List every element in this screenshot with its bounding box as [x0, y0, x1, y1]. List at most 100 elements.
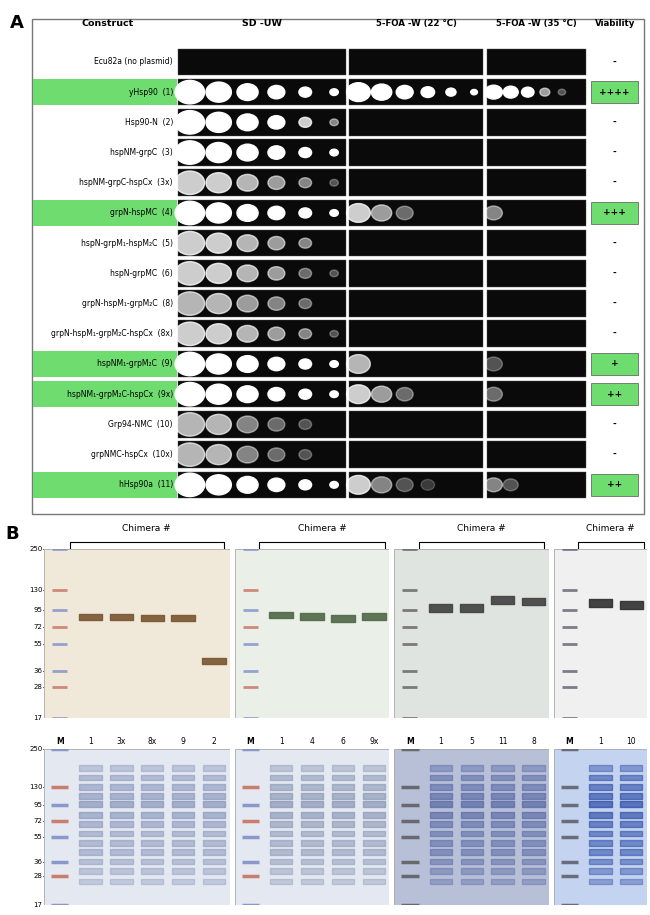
Circle shape — [206, 264, 231, 284]
Text: Viability: Viability — [595, 19, 635, 28]
Bar — [33, 381, 177, 407]
Text: 6: 6 — [341, 737, 345, 746]
Text: 250: 250 — [29, 747, 42, 752]
Circle shape — [330, 270, 338, 276]
Text: hspNM-grpC-hspCx  (3x): hspNM-grpC-hspCx (3x) — [79, 178, 173, 188]
Circle shape — [268, 448, 285, 461]
Circle shape — [268, 418, 285, 431]
Bar — [33, 471, 177, 498]
Text: 28: 28 — [33, 873, 42, 879]
Circle shape — [371, 84, 392, 100]
Text: +++: +++ — [603, 209, 626, 218]
Circle shape — [396, 85, 413, 99]
Bar — [487, 199, 586, 226]
Bar — [349, 230, 484, 256]
Text: -: - — [613, 329, 617, 339]
Text: 8: 8 — [531, 737, 536, 746]
Text: 1: 1 — [279, 737, 283, 746]
Circle shape — [396, 387, 413, 401]
Text: 1: 1 — [88, 558, 93, 567]
Text: 6: 6 — [341, 558, 345, 567]
Text: 2: 2 — [212, 737, 216, 746]
Circle shape — [175, 111, 205, 135]
Text: grpNMC-hspCx  (10x): grpNMC-hspCx (10x) — [91, 450, 173, 459]
Text: 36: 36 — [33, 668, 42, 674]
Text: -: - — [613, 299, 617, 308]
Circle shape — [206, 414, 231, 435]
Circle shape — [206, 445, 231, 465]
Bar — [591, 474, 638, 496]
Circle shape — [175, 262, 205, 285]
Text: 1: 1 — [438, 737, 443, 746]
Bar — [487, 109, 586, 135]
Circle shape — [330, 149, 338, 156]
Text: 1: 1 — [88, 737, 93, 746]
Circle shape — [346, 203, 370, 222]
Circle shape — [206, 233, 231, 253]
Bar — [487, 48, 586, 75]
Circle shape — [299, 328, 311, 339]
Circle shape — [371, 386, 392, 403]
Circle shape — [206, 475, 231, 495]
Circle shape — [330, 89, 338, 95]
Text: -: - — [613, 148, 617, 157]
Text: 72: 72 — [33, 818, 42, 824]
Text: 1: 1 — [598, 558, 603, 567]
Bar — [33, 199, 177, 226]
Circle shape — [485, 478, 502, 491]
Bar — [487, 441, 586, 468]
Text: hHsp90a  (11): hHsp90a (11) — [119, 480, 173, 490]
Circle shape — [175, 382, 205, 406]
Bar — [591, 383, 638, 405]
Circle shape — [175, 292, 205, 316]
Circle shape — [175, 473, 205, 497]
Circle shape — [237, 145, 258, 161]
Text: 36: 36 — [33, 858, 42, 865]
Text: M: M — [406, 737, 414, 746]
Circle shape — [299, 268, 311, 278]
Text: 5: 5 — [469, 558, 474, 567]
Bar — [349, 109, 484, 135]
Circle shape — [330, 481, 338, 489]
Circle shape — [299, 479, 311, 490]
Text: 1: 1 — [438, 558, 443, 567]
Text: 10: 10 — [627, 737, 636, 746]
Circle shape — [521, 87, 534, 97]
Circle shape — [268, 357, 285, 371]
Circle shape — [299, 359, 311, 369]
Bar — [178, 199, 346, 226]
Text: Chimera #: Chimera # — [458, 524, 506, 533]
Text: 55: 55 — [34, 834, 42, 840]
Circle shape — [268, 176, 285, 189]
Bar — [487, 230, 586, 256]
Circle shape — [421, 479, 435, 490]
Bar — [487, 79, 586, 105]
Circle shape — [485, 85, 502, 99]
Circle shape — [330, 361, 338, 367]
Circle shape — [396, 206, 413, 220]
Circle shape — [237, 175, 258, 191]
Circle shape — [330, 210, 338, 216]
Bar — [349, 441, 484, 468]
Text: M: M — [56, 558, 64, 567]
Bar — [178, 381, 346, 407]
Text: 9: 9 — [181, 737, 186, 746]
Bar — [178, 471, 346, 498]
Circle shape — [237, 205, 258, 221]
Text: M: M — [56, 737, 64, 746]
Text: 8x: 8x — [148, 558, 157, 567]
Bar — [178, 441, 346, 468]
Text: ++: ++ — [607, 480, 622, 490]
Circle shape — [558, 89, 566, 95]
Circle shape — [237, 356, 258, 372]
Bar — [349, 320, 484, 347]
Text: 55: 55 — [34, 641, 42, 647]
Circle shape — [237, 296, 258, 312]
Text: 250: 250 — [29, 546, 42, 552]
Text: 3x: 3x — [117, 558, 126, 567]
Text: ++: ++ — [607, 390, 622, 399]
Text: 72: 72 — [33, 624, 42, 630]
Text: A: A — [10, 15, 23, 32]
Text: Ecu82a (no plasmid): Ecu82a (no plasmid) — [94, 58, 173, 67]
Text: Hsp90-N  (2): Hsp90-N (2) — [125, 118, 173, 127]
